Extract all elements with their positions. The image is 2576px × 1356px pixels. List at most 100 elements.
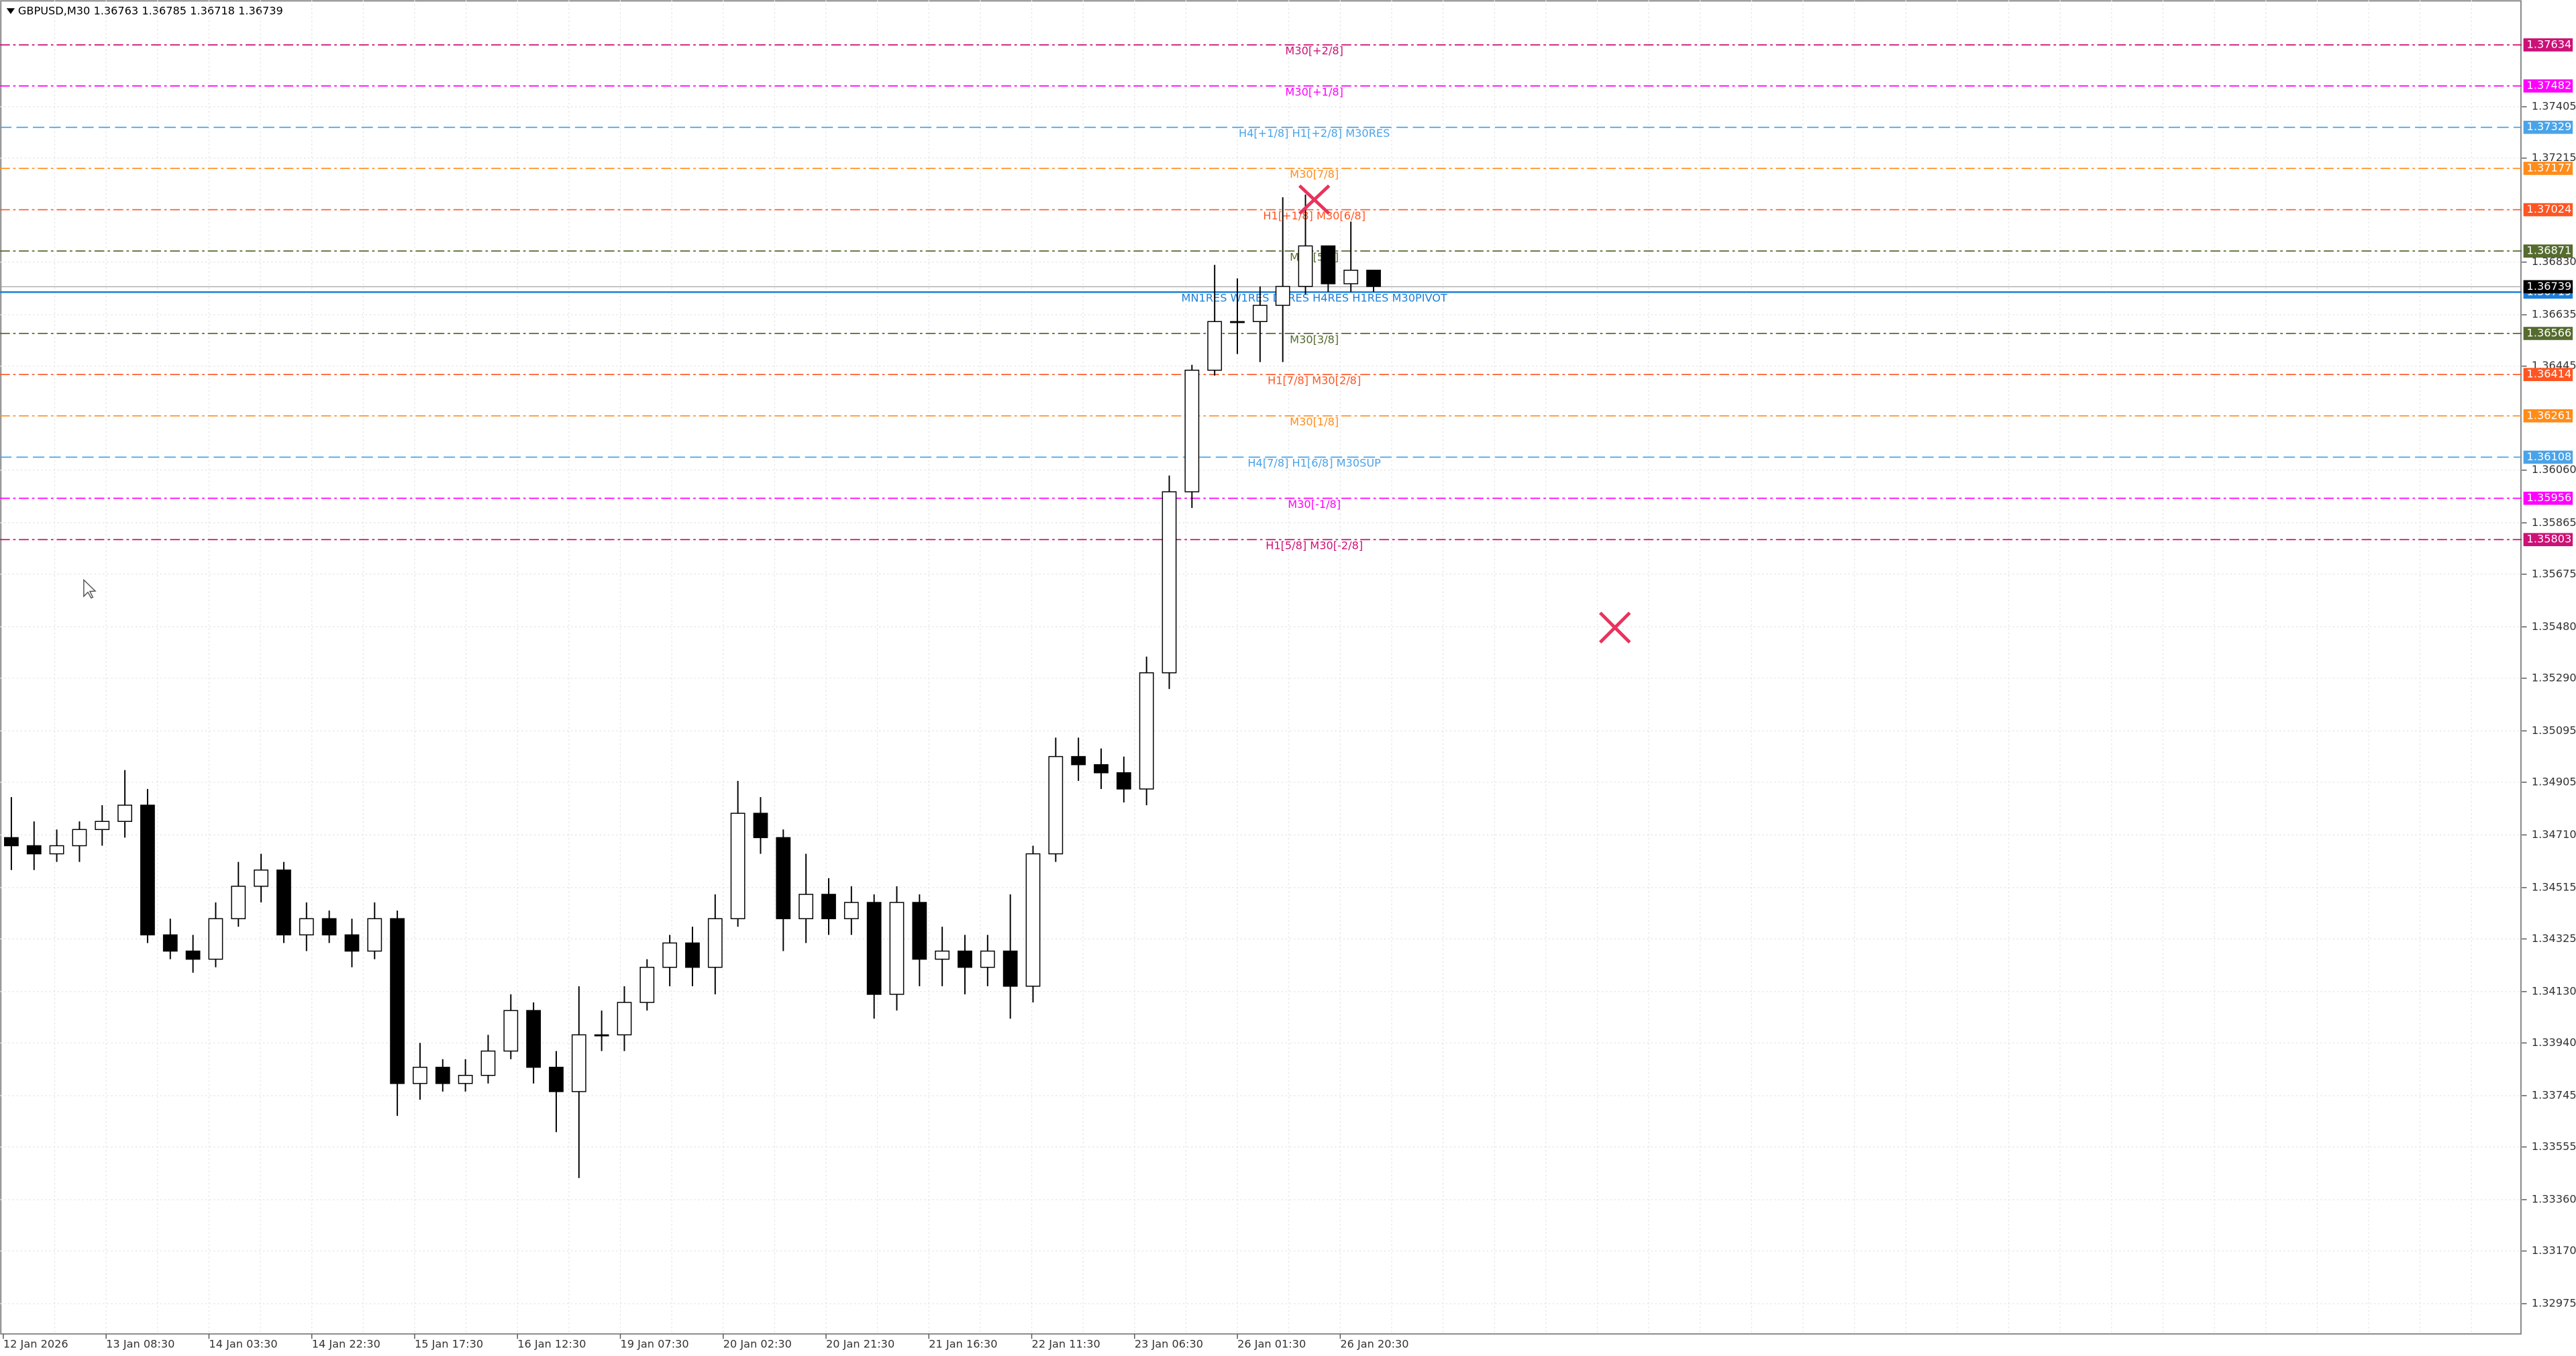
candle-body: [1298, 245, 1313, 287]
candle-body: [1071, 755, 1086, 766]
candle-body: [549, 1066, 564, 1092]
y-tick-label: 1.33940: [2532, 1036, 2576, 1049]
candle-body: [1366, 270, 1381, 287]
candle-body: [1002, 950, 1018, 987]
y-tick-label: 1.34130: [2532, 984, 2576, 997]
candle-body: [730, 813, 745, 919]
candle-body: [1275, 286, 1290, 306]
price-box: [2523, 120, 2573, 134]
plot-border: [0, 0, 2522, 1335]
x-tick-label: 19 Jan 07:30: [620, 1338, 688, 1351]
candle-body: [866, 902, 882, 995]
y-tick-label: 1.36635: [2532, 308, 2576, 321]
level-label: M30[-1/8]: [1288, 498, 1341, 511]
price-box: [2523, 79, 2573, 93]
candle-body: [435, 1066, 450, 1084]
chart-title: GBPUSD,M30 1.36763 1.36785 1.36718 1.367…: [18, 5, 283, 17]
candle-body: [526, 1010, 542, 1068]
price-box: [2523, 162, 2573, 175]
candle-body: [26, 845, 42, 855]
mouse-cursor: [83, 578, 97, 599]
level-label: M30[+2/8]: [1285, 44, 1343, 57]
y-tick-label: 1.35865: [2532, 516, 2576, 529]
price-box-label: 1.36261: [2527, 409, 2572, 421]
level-label: H4[+1/8] H1[+2/8] M30RES: [1239, 127, 1390, 140]
candle-body: [617, 1002, 632, 1036]
y-tick-label: 1.36830: [2532, 255, 2576, 268]
price-box: [2523, 409, 2573, 423]
candle-body: [367, 918, 382, 952]
level-label: H1[7/8] M30[2/8]: [1268, 374, 1361, 386]
candle-body: [254, 869, 268, 887]
candle-body: [889, 902, 905, 995]
price-box-label: 1.35803: [2527, 533, 2572, 545]
y-tick-label: 1.33360: [2532, 1192, 2576, 1205]
candle-body: [344, 934, 360, 952]
price-box-label: 1.36871: [2527, 244, 2572, 257]
price-box-label: 1.36414: [2527, 368, 2572, 380]
x-tick-label: 15 Jan 17:30: [415, 1338, 483, 1351]
price-box-label: 1.36108: [2527, 450, 2572, 463]
y-tick-label: 1.34515: [2532, 880, 2576, 893]
candle-body: [480, 1050, 496, 1076]
candle-body: [185, 950, 201, 960]
level-label: H1[+1/8] M30[6/8]: [1263, 209, 1366, 222]
candle-body: [140, 804, 155, 936]
x-tick-label: 20 Jan 21:30: [826, 1338, 894, 1351]
candle-body: [1252, 305, 1268, 322]
x-mark: [1598, 611, 1631, 644]
price-box: [2523, 533, 2573, 547]
price-box: [2523, 450, 2573, 464]
candle-body: [639, 966, 655, 1003]
x-tick-label: 23 Jan 06:30: [1135, 1338, 1203, 1351]
menu-triangle[interactable]: [6, 8, 15, 14]
candle-body: [95, 821, 110, 831]
candle-body: [980, 950, 995, 968]
candle-body: [1207, 321, 1223, 371]
x-tick-label: 16 Jan 12:30: [517, 1338, 586, 1351]
y-tick-label: 1.34325: [2532, 932, 2576, 945]
price-box-label: 1.37482: [2527, 79, 2572, 92]
price-box-label: 1.37634: [2527, 38, 2572, 50]
candle-body: [49, 845, 64, 855]
candle-body: [821, 894, 836, 919]
y-tick-label: 1.34710: [2532, 828, 2576, 841]
candle-body: [299, 918, 314, 936]
candle-body: [1184, 370, 1200, 492]
candle-body: [935, 950, 950, 960]
candle-body: [321, 918, 337, 936]
y-tick-label: 1.35095: [2532, 724, 2576, 737]
current-price-label: 1.36739: [2527, 280, 2572, 293]
candle-body: [1230, 321, 1245, 323]
level-label: H1[5/8] M30[-2/8]: [1266, 539, 1363, 552]
y-tick-label: 1.35675: [2532, 567, 2576, 580]
candle-body: [208, 918, 223, 960]
candle-body: [162, 934, 178, 952]
level-label: H4[7/8] H1[6/8] M30SUP: [1247, 457, 1381, 470]
x-tick-label: 20 Jan 02:30: [723, 1338, 792, 1351]
price-box: [2523, 203, 2573, 217]
y-tick-label: 1.33170: [2532, 1244, 2576, 1257]
y-tick-label: 1.37405: [2532, 100, 2576, 113]
level-label: M30[1/8]: [1290, 415, 1339, 428]
price-box-label: 1.37024: [2527, 203, 2572, 215]
y-tick-label: 1.32975: [2532, 1297, 2576, 1310]
candle-body: [1162, 491, 1177, 674]
x-tick-label: 14 Jan 22:30: [312, 1338, 380, 1351]
candle-body: [231, 886, 246, 919]
candle-body: [1343, 270, 1359, 284]
y-tick-label: 1.37215: [2532, 151, 2576, 164]
x-tick-label: 13 Jan 08:30: [106, 1338, 174, 1351]
candle-body: [843, 902, 859, 919]
level-label: M30[3/8]: [1290, 333, 1339, 346]
price-box: [2523, 327, 2573, 340]
candle-body: [685, 942, 700, 968]
candle-body: [912, 902, 927, 960]
x-tick-label: 12 Jan 2026: [3, 1338, 68, 1351]
y-tick-label: 1.35290: [2532, 671, 2576, 684]
candle-body: [4, 837, 19, 847]
price-box-label: 1.36566: [2527, 326, 2572, 339]
y-tick-label: 1.36060: [2532, 463, 2576, 476]
price-box: [2523, 38, 2573, 52]
